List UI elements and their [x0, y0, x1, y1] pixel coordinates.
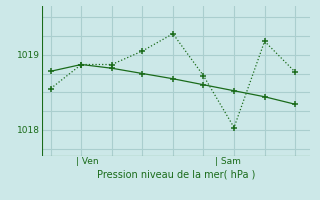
X-axis label: Pression niveau de la mer( hPa ): Pression niveau de la mer( hPa )	[97, 169, 255, 179]
